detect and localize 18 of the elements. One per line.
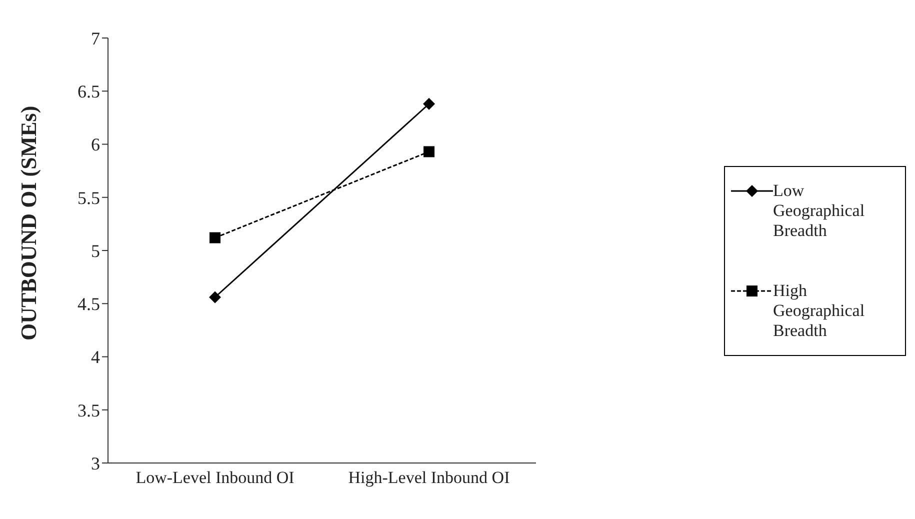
y-axis-title: OUTBOUND OI (SMEs) <box>16 106 41 340</box>
y-tick-label: 4 <box>91 347 100 368</box>
y-tick-label: 4.5 <box>78 294 100 314</box>
x-tick-label: Low-Level Inbound OI <box>136 468 295 488</box>
point <box>423 98 435 110</box>
y-tick-label: 7 <box>91 28 100 48</box>
point <box>210 232 220 244</box>
y-tick-label: 6 <box>91 134 100 155</box>
y-tick-label: 3 <box>91 453 100 474</box>
x-tick-label: High-Level Inbound OI <box>348 468 510 488</box>
y-tick-label: 5 <box>91 240 100 261</box>
y-tick-label: 6.5 <box>78 82 100 102</box>
point <box>209 291 221 304</box>
y-tick-label: 3.5 <box>78 400 100 420</box>
legend-label: Low Geographical Breadth <box>773 180 866 240</box>
legend-label: High Geographical Breadth <box>773 280 866 340</box>
point <box>424 146 434 158</box>
y-tick-label: 5.5 <box>78 188 100 208</box>
